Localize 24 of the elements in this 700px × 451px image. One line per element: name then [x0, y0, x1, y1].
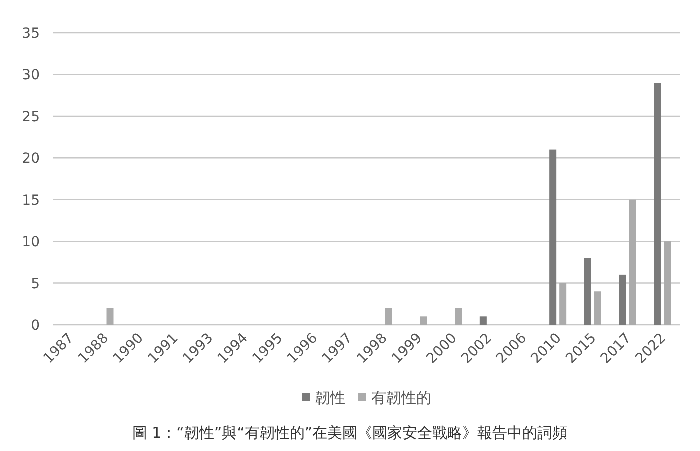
y-tick-label: 5 [31, 276, 40, 292]
bar [629, 200, 636, 325]
bar [560, 283, 567, 325]
bar [594, 292, 602, 325]
bar [664, 242, 672, 325]
legend-label: 有韌性的 [372, 389, 432, 407]
bar [420, 316, 428, 325]
y-tick-label: 30 [22, 68, 40, 84]
y-tick-label: 25 [22, 109, 40, 126]
bar [106, 308, 114, 325]
y-tick-label: 20 [22, 151, 40, 168]
bar [584, 258, 592, 325]
caption: 圖 1：“韌性”與“有韌性的”在美國《國家安全戰略》報告中的詞頻 [132, 424, 568, 442]
bar [550, 150, 557, 325]
legend-label: 韌性 [316, 389, 346, 407]
y-tick-label: 10 [22, 234, 40, 251]
y-tick-label: 15 [22, 192, 40, 209]
bar [385, 308, 392, 325]
bar [455, 308, 462, 325]
bar [654, 83, 662, 325]
bar [480, 316, 487, 325]
y-tick-label: 0 [31, 318, 40, 334]
bar [619, 274, 626, 325]
y-tick-label: 35 [22, 26, 40, 42]
